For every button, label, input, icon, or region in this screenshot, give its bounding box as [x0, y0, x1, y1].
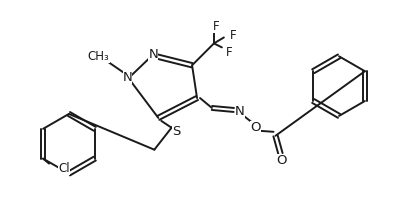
Text: CH₃: CH₃ [88, 50, 109, 63]
Text: F: F [230, 29, 236, 42]
Text: N: N [235, 105, 245, 118]
Text: F: F [212, 20, 219, 33]
Text: F: F [225, 46, 232, 59]
Text: Cl: Cl [58, 162, 70, 175]
Text: N: N [149, 48, 158, 61]
Text: S: S [172, 125, 180, 138]
Text: N: N [123, 71, 132, 84]
Text: O: O [276, 154, 287, 167]
Text: O: O [250, 121, 261, 134]
